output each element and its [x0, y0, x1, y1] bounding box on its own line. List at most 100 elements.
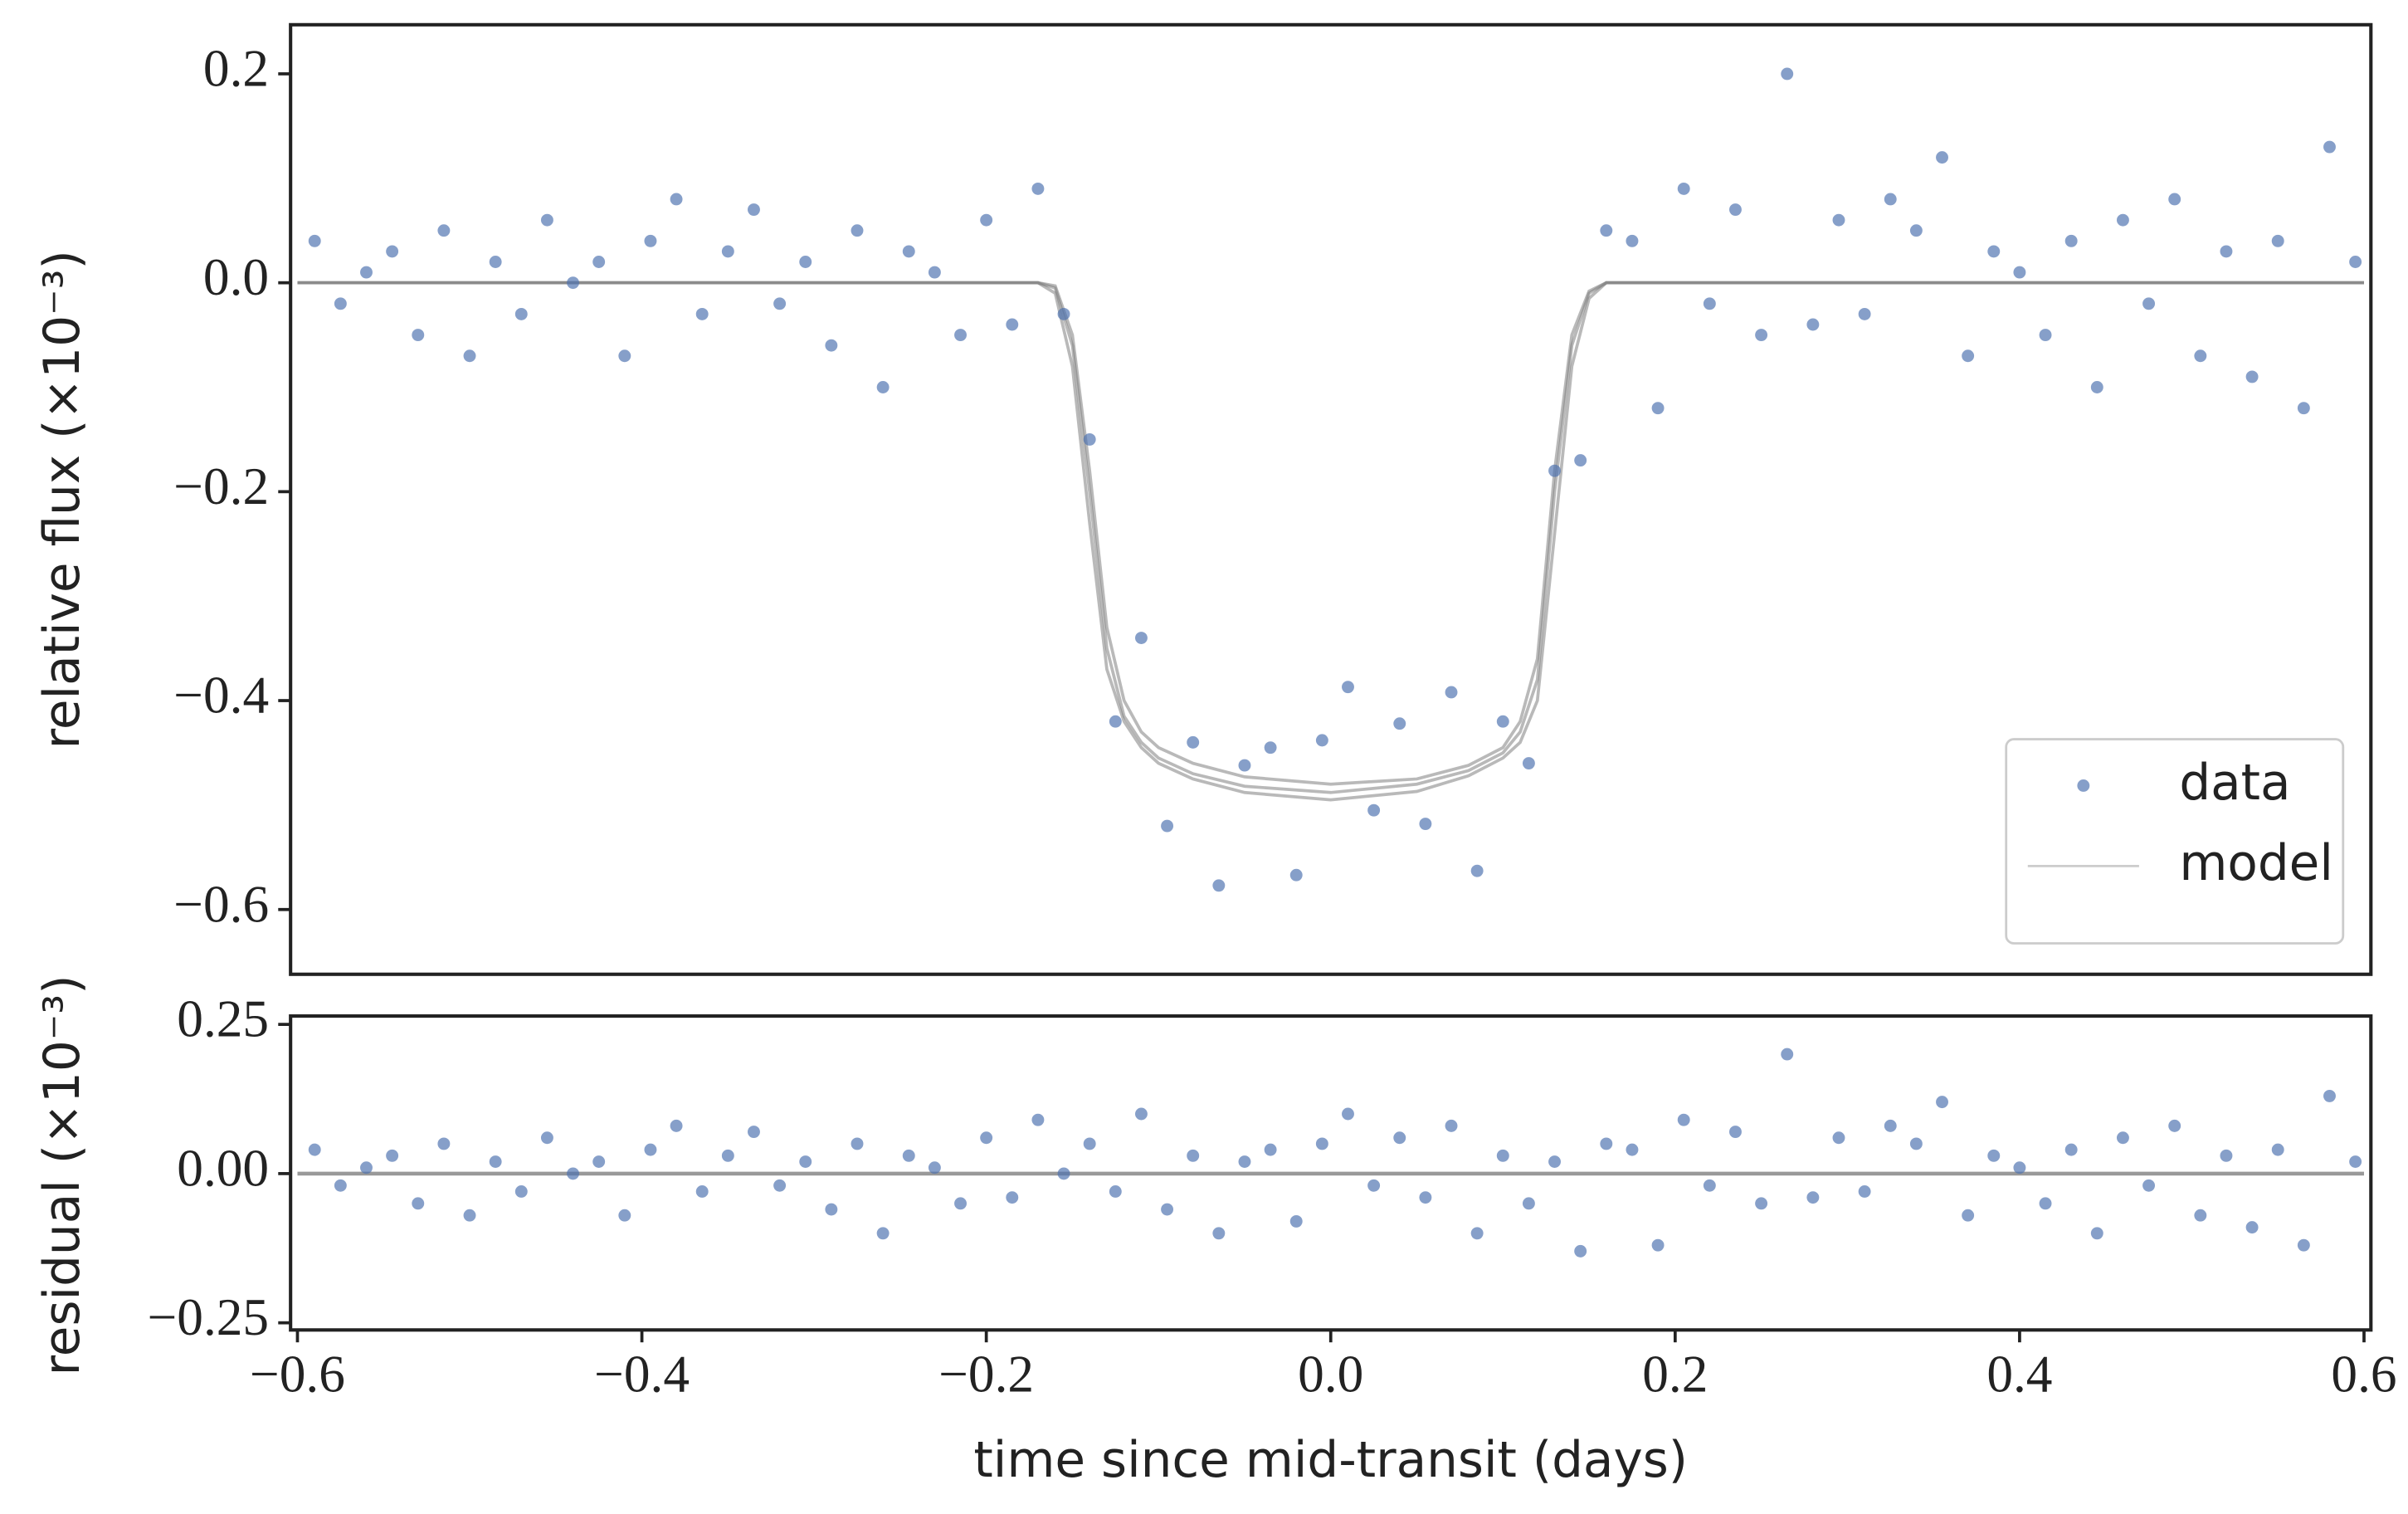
- data-point: [1703, 1179, 1716, 1192]
- data-point: [748, 1126, 760, 1139]
- data-point: [1057, 307, 1070, 320]
- data-point: [2064, 1143, 2078, 1156]
- data-point: [980, 213, 993, 227]
- data-point: [1755, 1197, 1768, 1210]
- data-point: [2090, 1227, 2103, 1240]
- data-point: [721, 1149, 734, 1162]
- data-point: [928, 1161, 941, 1175]
- data-point: [1858, 307, 1871, 320]
- data-point: [1600, 1137, 1613, 1150]
- data-point: [1626, 234, 1639, 247]
- data-point: [670, 1119, 683, 1132]
- data-point: [2297, 402, 2310, 415]
- data-point: [1909, 224, 1923, 237]
- data-point: [1832, 1131, 1845, 1145]
- data-point: [1393, 1131, 1406, 1145]
- data-point: [1781, 67, 1794, 81]
- data-point: [954, 329, 967, 342]
- data-point: [514, 1185, 528, 1198]
- data-point: [1109, 715, 1122, 728]
- model-line: [297, 281, 2364, 794]
- data-point: [1264, 741, 1277, 755]
- data-point: [876, 1227, 890, 1240]
- data-point: [851, 224, 864, 237]
- data-point: [1987, 1149, 2001, 1162]
- data-point: [592, 256, 606, 268]
- data-point: [1057, 1167, 1070, 1180]
- data-point: [1884, 1119, 1897, 1132]
- data-point: [567, 1167, 579, 1180]
- data-point: [1987, 245, 2001, 258]
- data-point: [1729, 203, 1742, 217]
- plot-area: [297, 67, 2364, 892]
- data-point: [1212, 1227, 1226, 1240]
- data-point: [1677, 1113, 1690, 1126]
- data-point: [2271, 234, 2284, 247]
- data-point: [2064, 234, 2078, 247]
- data-point: [1315, 1137, 1328, 1150]
- data-point: [1574, 1244, 1587, 1258]
- data-point: [1134, 632, 1148, 644]
- data-point: [902, 1149, 915, 1162]
- data-point: [773, 1179, 787, 1192]
- data-point: [360, 1161, 373, 1175]
- data-point: [1187, 735, 1200, 749]
- model-line: [297, 281, 2364, 786]
- data-point: [437, 1137, 451, 1150]
- data-point: [618, 349, 631, 363]
- data-point: [334, 1179, 347, 1192]
- x-tick-label: 0.2: [1642, 1345, 1708, 1403]
- data-point: [1755, 329, 1768, 342]
- data-point: [1651, 402, 1665, 415]
- data-point: [2116, 1131, 2129, 1145]
- data-point: [386, 245, 399, 258]
- data-point: [1031, 182, 1045, 195]
- data-point: [1936, 1096, 1948, 1109]
- data-point: [980, 1131, 993, 1145]
- data-point: [644, 1143, 657, 1156]
- data-point: [1806, 318, 1820, 331]
- data-point: [670, 193, 683, 206]
- y-tick-label: 0.0: [203, 248, 269, 306]
- data-point: [1548, 464, 1561, 477]
- data-point: [567, 276, 579, 290]
- data-point: [1884, 193, 1897, 206]
- data-point: [1367, 803, 1381, 817]
- data-point: [1315, 734, 1328, 747]
- data-point: [386, 1149, 399, 1162]
- data-point: [2220, 245, 2233, 258]
- model-line: [297, 281, 2364, 802]
- data-point: [721, 245, 734, 258]
- y-axis-label: relative flux (×10⁻³): [34, 250, 91, 749]
- data-point: [2194, 349, 2207, 363]
- y-tick-label: 0.25: [177, 990, 269, 1048]
- y-tick-label: −0.25: [148, 1288, 270, 1346]
- data-point: [1522, 1197, 1535, 1210]
- data-point: [1393, 717, 1406, 730]
- data-point: [1238, 1155, 1251, 1168]
- y-tick-label: 0.00: [177, 1139, 269, 1197]
- data-point: [1806, 1191, 1820, 1204]
- data-point: [851, 1137, 864, 1150]
- data-point: [1289, 1214, 1303, 1228]
- legend-marker: [2077, 779, 2090, 792]
- data-point: [360, 266, 373, 279]
- data-point: [1858, 1185, 1871, 1198]
- x-tick-label: −0.6: [250, 1345, 345, 1403]
- data-point: [2323, 140, 2336, 154]
- data-point: [2142, 1179, 2156, 1192]
- data-point: [1187, 1149, 1200, 1162]
- data-point: [308, 1143, 321, 1156]
- y-tick-label: 0.2: [203, 39, 269, 97]
- x-axis-label: time since mid-transit (days): [973, 1432, 1688, 1489]
- data-point: [2194, 1209, 2207, 1222]
- data-point: [799, 1155, 812, 1168]
- data-point: [2013, 1161, 2026, 1175]
- data-point: [1006, 1191, 1019, 1204]
- data-point: [2142, 297, 2156, 310]
- data-point: [1496, 1149, 1509, 1162]
- data-point: [2245, 370, 2259, 383]
- data-point: [1109, 1185, 1122, 1198]
- x-tick-label: −0.2: [938, 1345, 1034, 1403]
- data-point: [1031, 1113, 1045, 1126]
